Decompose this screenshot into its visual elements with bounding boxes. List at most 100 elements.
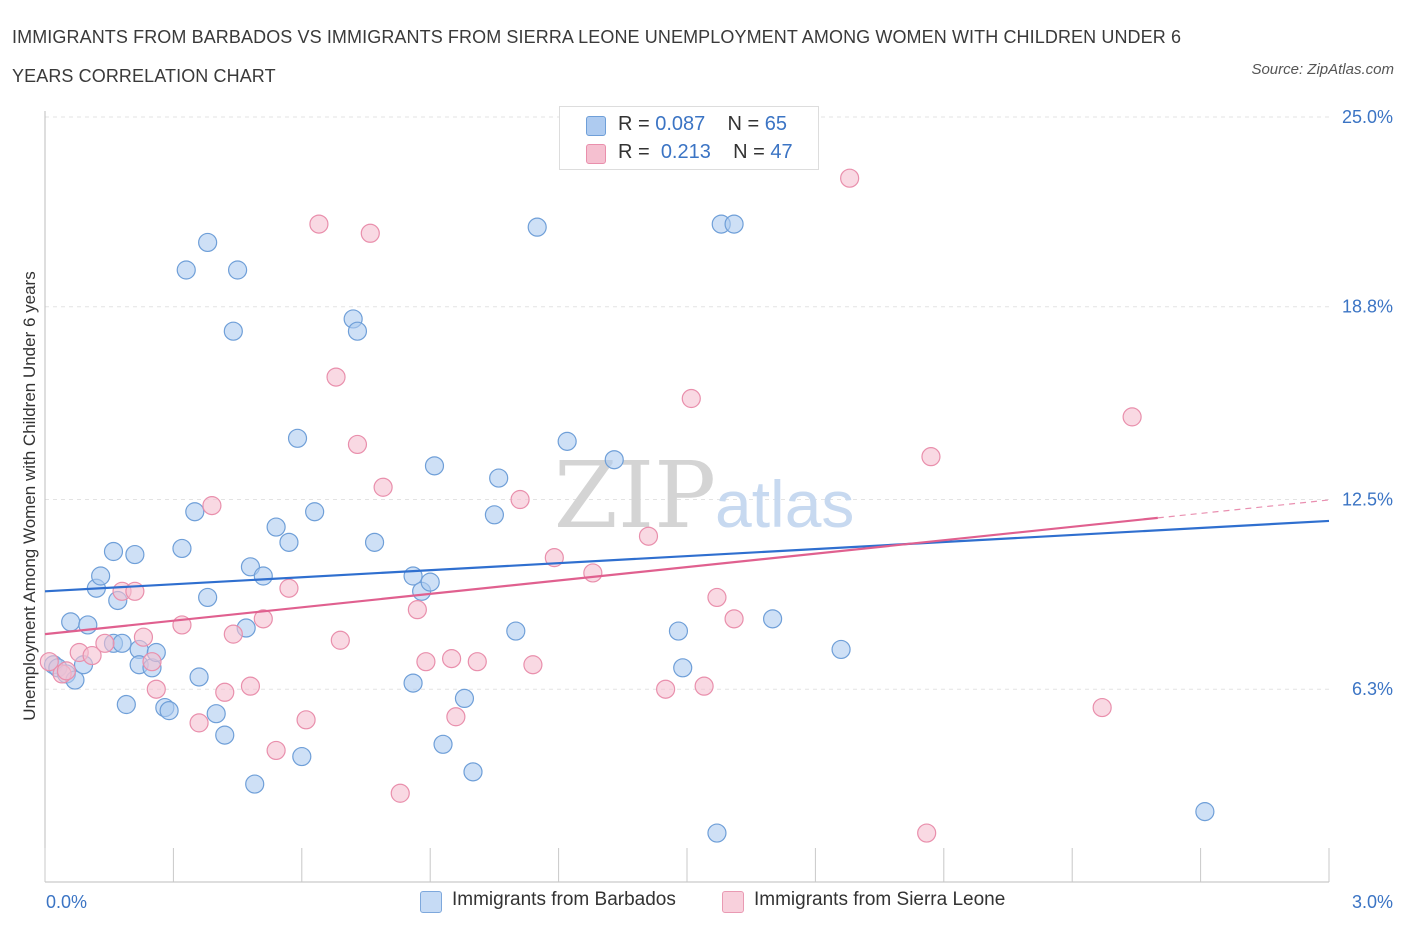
barbados-point [527,217,547,237]
barbados-point [279,532,299,552]
sierra-leone-point [707,587,727,608]
chart-title: IMMIGRANTS FROM BARBADOS VS IMMIGRANTS F… [12,27,1182,86]
sierra-leone-point [442,649,462,669]
sierra-leone-point [1122,407,1142,427]
sierra-leone-point [296,710,316,730]
sierra-leone-point [279,578,299,598]
barbados-point [604,450,624,470]
legend-n-label: N = [727,113,765,135]
barbados-point [1195,802,1215,822]
sierra-leone-point [240,676,261,696]
sierra-leone-point [39,652,59,672]
sierra-leone-point [133,627,154,647]
sierra-leone-point [56,661,77,681]
legend-r-value: 0.213 [660,141,711,163]
barbados-point [347,321,368,341]
sierra-leone-point [655,679,676,699]
sierra-leone-point [917,823,937,843]
legend-r-label: R = [618,113,656,135]
barbados-point [116,694,136,715]
sierra-leone-point [347,434,368,455]
sierra-leone-point [142,652,162,672]
barbados-point [424,456,445,476]
sierra-leone-point [146,679,166,699]
barbados-point [185,502,205,522]
watermark-zip: ZIP [554,442,716,549]
sierra-leone-point [467,652,487,672]
barbados-point [61,612,81,632]
sierra-leone-point [681,388,701,409]
watermark-atlas: atlas [715,467,854,541]
sierra-leone-point [416,652,436,672]
legend-r-label: R = [618,141,656,163]
sierra-leone-point [407,600,427,620]
barbados-point [305,502,325,522]
sierra-leone-point [189,713,209,733]
barbados-point [673,658,693,678]
barbados-point [253,566,273,586]
barbados-point [463,762,483,782]
sierra-leone-point [446,707,466,727]
sierra-leone-point [202,496,222,516]
sierra-leone-point [215,682,235,702]
barbados-point [215,725,235,745]
barbados-point [112,633,132,653]
barbados-point [91,566,111,586]
barbados-point [557,431,577,451]
barbados-trend-line [44,519,1330,593]
barbados-point [159,701,179,721]
bottom-legend-swatch-sierra-leone [722,891,744,913]
barbados-point [724,214,744,234]
legend-r-value: 0.087 [655,113,706,135]
sierra-leone-point [253,609,273,629]
y-tick-label: 25.0% [1342,107,1393,127]
sierra-leone-point [1092,697,1112,718]
barbados-point [176,260,196,280]
barbados-point [245,774,265,794]
x-tick-label: 0.0% [46,892,87,912]
sierra-leone-point [330,630,350,650]
barbados-point [668,621,689,641]
watermark: ZIP atlas [554,442,855,549]
barbados-point [292,746,312,767]
barbados-point [125,544,145,565]
sierra-leone-point [724,609,744,629]
sierra-leone-point [840,168,860,188]
axes [44,111,1330,883]
sierra-leone-point [523,655,543,675]
barbados-point [454,688,475,709]
source-note: Source: ZipAtlas.com [1251,61,1394,78]
sierra-leone-point [360,223,380,243]
barbados-point [172,538,192,559]
barbados-point [198,587,218,608]
trend-lines [44,499,1330,636]
sierra-leone-point [326,367,346,387]
legend-text-barbados: R = 0.087 N = 65 [618,113,787,136]
barbados-point [403,673,423,693]
y-tick-label: 18.8% [1342,297,1393,317]
barbados-point [103,541,124,562]
legend-n-value: 47 [770,141,793,163]
y-tick-label: 12.5% [1342,490,1393,510]
barbados-point [198,232,218,253]
tick-labels: 25.0% 18.8% 12.5% 6.3% 0.0% 3.0% [46,107,1393,912]
barbados-point [762,609,783,629]
correlation-legend: R = 0.087 N = 65 R = 0.213 N = 47 [559,106,819,170]
legend-text-sierra-leone: R = 0.213 N = 47 [618,141,793,164]
sierra-leone-point [583,563,603,583]
barbados-point [287,428,308,448]
barbados-point [484,505,504,525]
sierra-leone-trend-extension [1157,499,1330,519]
legend-n-label: N = [733,141,771,163]
barbados-point [831,639,851,660]
barbados-point [420,572,440,592]
barbados-point [223,321,243,341]
barbados-point [189,667,209,687]
sierra-leone-point [638,526,659,546]
sierra-leone-point [95,633,115,653]
bottom-legend-label-barbados: Immigrants from Barbados [452,889,676,910]
sierra-leone-point [510,489,530,510]
legend-swatch-sierra-leone [586,144,606,164]
barbados-point [707,823,727,843]
y-tick-label: 6.3% [1352,679,1393,699]
